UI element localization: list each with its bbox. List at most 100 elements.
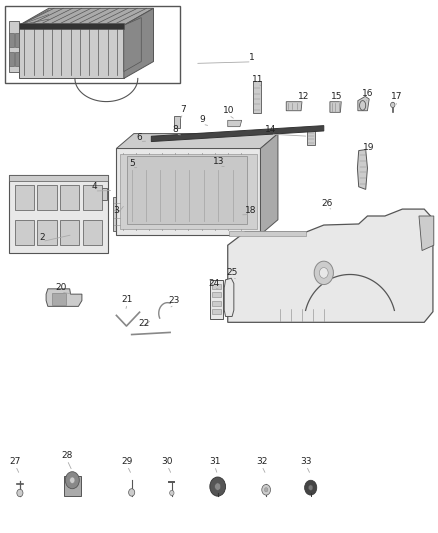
Text: 22: 22 — [138, 319, 149, 328]
Text: 25: 25 — [226, 269, 238, 277]
Polygon shape — [307, 127, 315, 146]
Bar — [10, 52, 14, 66]
Text: 31: 31 — [209, 457, 220, 466]
Bar — [180, 136, 185, 141]
Text: 2: 2 — [39, 233, 45, 242]
Bar — [19, 23, 124, 29]
Bar — [37, 220, 57, 245]
Polygon shape — [286, 102, 302, 111]
Text: 12: 12 — [298, 92, 310, 101]
Text: 4: 4 — [92, 182, 97, 191]
Polygon shape — [19, 25, 124, 78]
Text: 18: 18 — [245, 206, 256, 215]
Bar — [10, 174, 108, 181]
Text: 6: 6 — [137, 133, 142, 142]
Text: 32: 32 — [256, 457, 268, 466]
Polygon shape — [358, 96, 369, 111]
Text: 16: 16 — [362, 88, 373, 98]
Bar — [14, 220, 34, 245]
Bar — [100, 188, 107, 199]
Circle shape — [65, 472, 79, 489]
Circle shape — [265, 488, 268, 492]
Polygon shape — [357, 150, 367, 189]
Circle shape — [215, 483, 221, 490]
Text: 24: 24 — [208, 279, 219, 288]
Polygon shape — [135, 203, 207, 226]
Polygon shape — [117, 134, 278, 149]
Bar — [254, 82, 261, 114]
Bar — [52, 293, 66, 305]
Bar — [10, 174, 108, 253]
Bar — [120, 154, 257, 229]
Polygon shape — [124, 18, 141, 71]
Text: 8: 8 — [173, 125, 178, 134]
Bar — [60, 184, 79, 210]
Bar — [138, 144, 145, 150]
Bar — [117, 149, 261, 235]
Text: 15: 15 — [331, 92, 343, 101]
Polygon shape — [9, 21, 19, 71]
Polygon shape — [228, 120, 242, 127]
Polygon shape — [124, 9, 153, 78]
Polygon shape — [224, 278, 234, 317]
Text: 27: 27 — [10, 457, 21, 466]
Bar — [113, 197, 122, 231]
Bar — [229, 231, 306, 236]
Bar — [64, 476, 81, 496]
Bar — [5, 6, 180, 83]
Polygon shape — [330, 102, 341, 112]
Bar — [212, 309, 221, 314]
Text: 9: 9 — [200, 115, 205, 124]
Bar — [212, 292, 221, 297]
Text: 13: 13 — [213, 157, 225, 166]
Polygon shape — [151, 126, 324, 142]
Bar — [210, 280, 223, 319]
Circle shape — [17, 489, 23, 497]
Text: 14: 14 — [265, 125, 276, 134]
Bar — [83, 220, 102, 245]
Bar — [60, 220, 79, 245]
Text: 5: 5 — [129, 159, 134, 168]
Text: 7: 7 — [180, 104, 186, 114]
Bar — [174, 116, 180, 128]
Text: 17: 17 — [391, 92, 402, 101]
Bar — [14, 33, 19, 47]
Text: 10: 10 — [223, 106, 234, 115]
Bar — [212, 284, 221, 289]
Bar — [131, 169, 141, 176]
Text: 21: 21 — [122, 295, 133, 304]
Bar — [212, 301, 221, 306]
Text: 28: 28 — [61, 451, 73, 461]
Bar — [37, 184, 57, 210]
Bar — [10, 33, 14, 47]
Text: 23: 23 — [169, 296, 180, 305]
Polygon shape — [228, 209, 433, 322]
Text: 11: 11 — [252, 75, 263, 84]
Polygon shape — [419, 216, 434, 251]
Text: 19: 19 — [363, 143, 374, 152]
Circle shape — [262, 484, 271, 495]
Text: 33: 33 — [300, 457, 312, 466]
Bar — [14, 184, 34, 210]
Circle shape — [129, 489, 135, 496]
Circle shape — [314, 261, 333, 285]
Bar — [14, 52, 19, 66]
Text: 20: 20 — [55, 283, 67, 292]
Circle shape — [170, 490, 174, 496]
Circle shape — [70, 477, 75, 483]
Bar — [127, 157, 247, 224]
Polygon shape — [19, 9, 153, 25]
Polygon shape — [46, 289, 82, 306]
Text: 30: 30 — [162, 457, 173, 466]
Text: 3: 3 — [113, 206, 119, 215]
Circle shape — [319, 268, 328, 278]
Bar — [83, 184, 102, 210]
Circle shape — [210, 477, 226, 496]
Text: 1: 1 — [249, 53, 254, 62]
Circle shape — [391, 102, 395, 108]
Circle shape — [304, 480, 317, 495]
Polygon shape — [261, 134, 278, 235]
Circle shape — [308, 485, 313, 490]
Text: 29: 29 — [122, 457, 133, 466]
Text: 26: 26 — [321, 199, 333, 208]
